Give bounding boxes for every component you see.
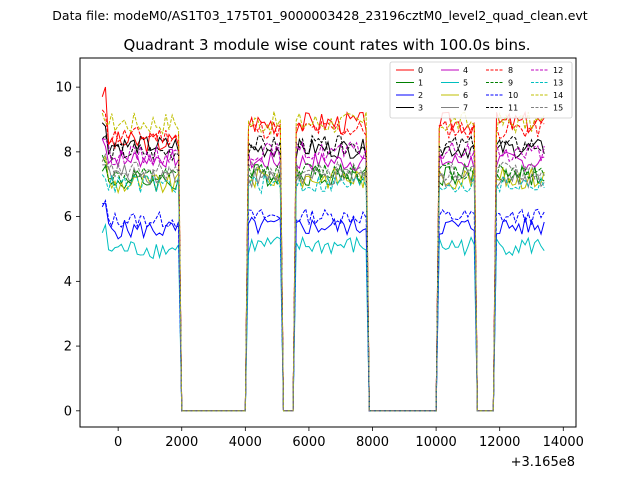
legend-label: 10 — [508, 91, 518, 100]
series-line-9 — [101, 154, 545, 412]
series-line-1 — [101, 162, 545, 412]
legend-label: 14 — [553, 91, 563, 100]
series-line-7 — [102, 162, 545, 412]
x-offset-label: +3.165e8 — [511, 455, 575, 470]
series-line-10 — [101, 199, 545, 412]
legend-label: 8 — [508, 66, 513, 75]
y-axis-ticks: 0 2 4 6 8 10 — [55, 81, 80, 419]
legend-label: 2 — [418, 91, 423, 100]
y-tick-label: 6 — [64, 210, 72, 225]
y-tick-label: 10 — [55, 81, 72, 96]
legend-label: 15 — [553, 104, 563, 113]
x-tick-label: 12000 — [479, 435, 520, 450]
legend-label: 1 — [418, 79, 423, 88]
x-tick-label: 0 — [114, 435, 122, 450]
suptitle: Data file: modeM0/AS1T03_175T01_90000034… — [52, 8, 587, 23]
series-line-13 — [101, 173, 545, 412]
x-tick-label: 8000 — [356, 435, 389, 450]
legend-label: 6 — [463, 91, 468, 100]
x-tick-label: 4000 — [229, 435, 262, 450]
series-line-12 — [102, 138, 545, 412]
legend-label: 4 — [463, 66, 468, 75]
legend-label: 5 — [463, 79, 468, 88]
series-line-2 — [102, 202, 545, 412]
y-tick-label: 8 — [64, 145, 72, 160]
y-tick-label: 0 — [64, 404, 72, 419]
legend-label: 11 — [508, 104, 518, 113]
series-line-3 — [101, 122, 545, 412]
legend-label: 0 — [418, 66, 423, 75]
y-tick-label: 4 — [64, 275, 72, 290]
series-group — [101, 86, 545, 412]
series-line-6 — [101, 155, 545, 412]
series-line-14 — [101, 111, 545, 412]
series-line-11 — [101, 134, 545, 412]
x-tick-label: 10000 — [415, 435, 456, 450]
legend-label: 3 — [418, 104, 423, 113]
x-tick-label: 14000 — [543, 435, 584, 450]
x-tick-label: 2000 — [165, 435, 198, 450]
series-line-4 — [101, 138, 545, 412]
x-axis-ticks: 0 2000 4000 6000 8000 10000 12000 14000 — [114, 427, 584, 450]
plot-frame — [79, 57, 577, 428]
legend-label: 12 — [553, 66, 563, 75]
series-line-8 — [101, 109, 545, 412]
legend-label: 13 — [553, 79, 563, 88]
x-tick-label: 6000 — [292, 435, 325, 450]
legend-label: 9 — [508, 79, 513, 88]
legend-label: 7 — [463, 104, 468, 113]
series-line-15 — [101, 152, 545, 412]
legend-box — [389, 61, 573, 119]
chart-title: Quadrant 3 module wise count rates with … — [123, 36, 530, 54]
y-tick-label: 2 — [64, 340, 72, 355]
series-line-5 — [101, 222, 545, 412]
